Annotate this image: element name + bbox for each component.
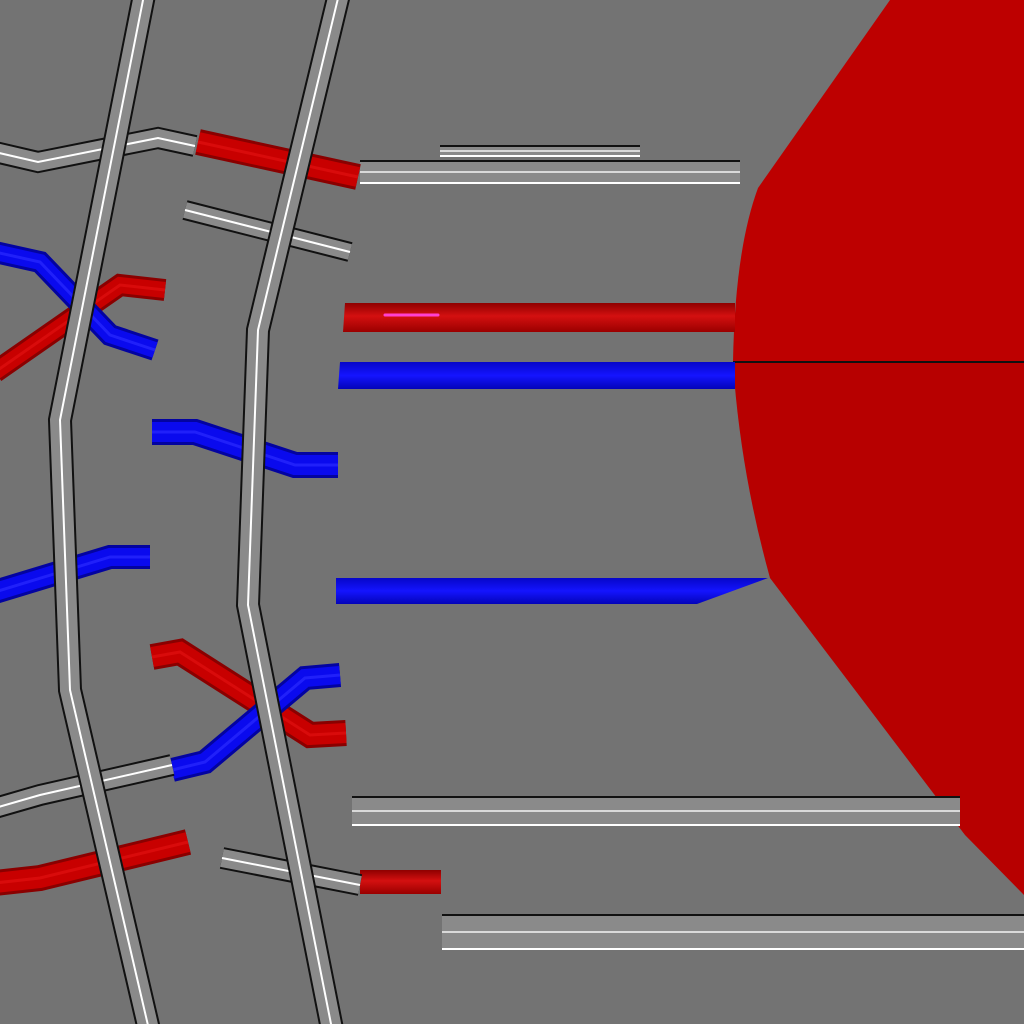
blue-wire-crossing-lower[interactable] (169, 663, 342, 782)
rail-vertical-left (47, 0, 160, 1024)
blue-wire-feed-upper[interactable] (338, 362, 735, 389)
right-rails (352, 145, 1024, 950)
rail-vertical-right (235, 0, 350, 1024)
rail-h-bottom-1 (352, 796, 960, 826)
blue-wire-left-mid[interactable] (0, 545, 150, 604)
red-wire-bottom-connector[interactable] (360, 870, 441, 894)
connector-hub-icon[interactable] (733, 0, 1024, 895)
red-wire-bottom-left[interactable] (0, 829, 192, 896)
blue-wire-feed-lower[interactable] (336, 578, 768, 604)
vertical-rails (47, 0, 350, 1024)
rail-diag-lower-left (0, 754, 175, 819)
rail-h-bottom-2 (442, 914, 1024, 950)
rail-diag-top (0, 126, 198, 174)
connector-hub-upper (733, 0, 1024, 362)
red-wire-crossing-lower[interactable] (149, 638, 347, 749)
red-wire-feed-upper[interactable] (343, 303, 735, 332)
rail-h-top-2 (360, 160, 740, 184)
rail-diag-upper-mid (182, 200, 353, 262)
rail-h-top-1 (440, 145, 640, 157)
red-wire-crossing-upper[interactable] (0, 273, 167, 382)
right-feed-wires (336, 303, 768, 894)
red-wire-top-left[interactable] (195, 129, 361, 190)
connector-hub-lower (733, 362, 1024, 895)
